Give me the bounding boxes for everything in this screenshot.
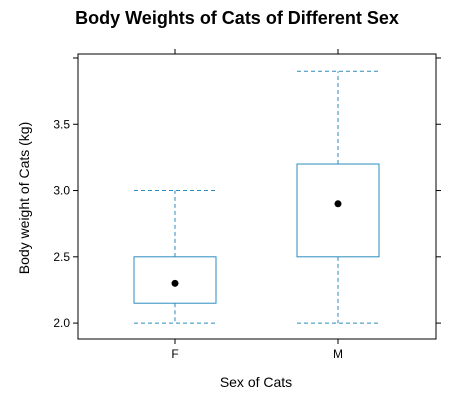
x-axis-label: Sex of Cats [220,374,292,390]
chart-title: Body Weights of Cats of Different Sex [75,8,399,28]
y-tick-label: 3.0 [53,184,70,198]
plot-frame [77,53,437,340]
y-tick-label: 3.5 [53,117,70,131]
x-tick-label: F [171,347,178,361]
median-point-M [334,200,342,208]
y-axis-label: Body weight of Cats (kg) [16,122,32,275]
plot-area: 2.0 2.5 3.0 3.5 F M [53,49,441,361]
y-tick-label: 2.0 [53,316,70,330]
x-tick-label: M [333,347,343,361]
median-point-F [171,279,179,287]
box-M [296,163,380,258]
y-tick-label: 2.5 [53,250,70,264]
